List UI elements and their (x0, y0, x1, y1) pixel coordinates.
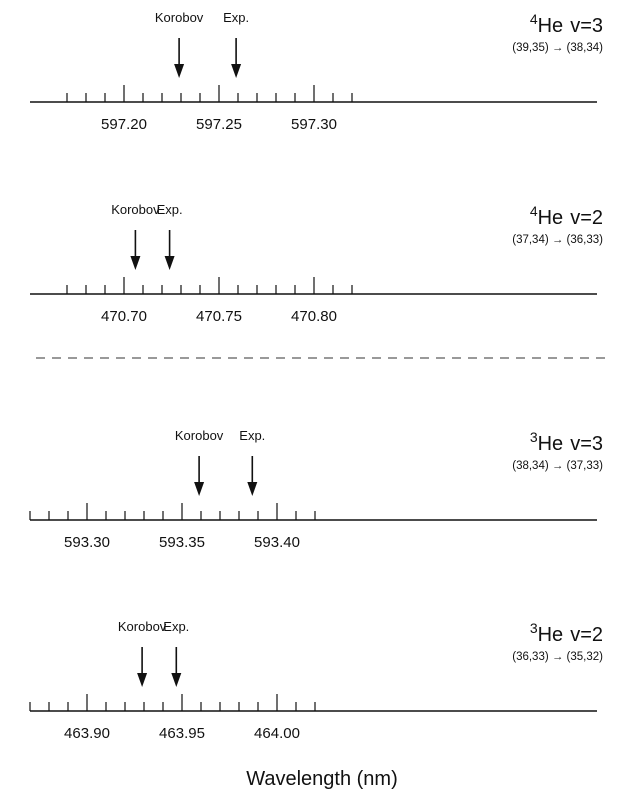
vibrational-level: v=3 (570, 15, 603, 37)
tick-label: 470.80 (291, 308, 337, 325)
isotope-symbol: He (538, 433, 564, 455)
tick-label: 597.20 (101, 116, 147, 133)
transition-label: (39,35) → (38,34) (512, 42, 603, 54)
mass-number: 4 (530, 11, 538, 27)
experimental-marker-label: Exp. (163, 619, 189, 634)
tick-label: 593.30 (64, 534, 110, 551)
vibrational-level: v=2 (570, 207, 603, 229)
tick-label: 593.35 (159, 534, 205, 551)
tick-label: 593.40 (254, 534, 300, 551)
down-arrow-icon (171, 673, 182, 687)
vibrational-level: v=3 (570, 433, 603, 455)
tick-label: 470.70 (101, 308, 147, 325)
transition-label: (37,34) → (36,33) (512, 234, 603, 246)
transition-title: 3He v=2 (530, 620, 603, 646)
korobov-marker-label: Korobov (175, 428, 224, 443)
tick-label: 597.25 (196, 116, 242, 133)
isotope-symbol: He (538, 207, 564, 229)
down-arrow-icon (164, 256, 175, 270)
down-arrow-icon (137, 673, 148, 687)
down-arrow-icon (130, 256, 141, 270)
experimental-marker-label: Exp. (239, 428, 265, 443)
korobov-marker-label: Korobov (118, 619, 167, 634)
tick-label: 463.90 (64, 725, 110, 742)
transition-label: (36,33) → (35,32) (512, 651, 603, 663)
transition-title: 3He v=3 (530, 429, 603, 455)
x-axis-title: Wavelength (nm) (246, 768, 398, 790)
vibrational-level: v=2 (570, 624, 603, 646)
tick-label: 463.95 (159, 725, 205, 742)
korobov-marker-label: Korobov (155, 10, 204, 25)
spectrum-panel: 597.20 597.25 597.30 Korobov Exp. 4He v=3 (39,3… (30, 10, 603, 133)
transition-title: 4He v=2 (530, 203, 603, 229)
mass-number: 4 (530, 203, 538, 219)
mass-number: 3 (530, 620, 538, 636)
down-arrow-icon (231, 64, 242, 78)
isotope-symbol: He (538, 624, 564, 646)
korobov-marker-label: Korobov (111, 202, 160, 217)
tick-label: 470.75 (196, 308, 242, 325)
down-arrow-icon (247, 482, 258, 496)
tick-label: 464.00 (254, 725, 300, 742)
mass-number: 3 (530, 429, 538, 445)
tick-label: 597.30 (291, 116, 337, 133)
transition-label: (38,34) → (37,33) (512, 460, 603, 472)
down-arrow-icon (194, 482, 205, 496)
down-arrow-icon (174, 64, 185, 78)
transition-title: 4He v=3 (530, 11, 603, 37)
experimental-marker-label: Exp. (223, 10, 249, 25)
spectrum-panel: 593.30 593.35 593.40 Korobov Exp. 3He v=3 (38,3… (29, 428, 603, 551)
experimental-marker-label: Exp. (157, 202, 183, 217)
isotope-symbol: He (538, 15, 564, 37)
